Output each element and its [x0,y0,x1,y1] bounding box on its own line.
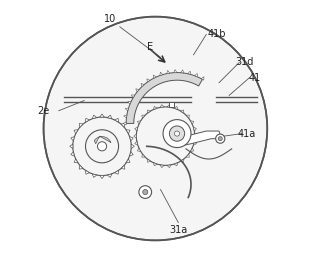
Text: 31a: 31a [169,225,187,235]
Polygon shape [174,163,178,166]
Polygon shape [130,136,133,141]
Polygon shape [131,144,134,149]
Text: 31d: 31d [235,57,254,67]
Polygon shape [160,105,164,107]
Polygon shape [153,163,157,166]
Polygon shape [71,136,74,141]
Polygon shape [115,118,118,122]
Polygon shape [125,108,129,111]
Polygon shape [137,121,141,124]
Circle shape [143,189,148,195]
Text: E: E [147,42,153,52]
Polygon shape [128,101,131,104]
Polygon shape [71,152,74,156]
Polygon shape [153,106,157,110]
Polygon shape [135,141,138,145]
Circle shape [218,137,222,141]
Polygon shape [142,115,145,118]
Polygon shape [121,123,125,127]
Circle shape [98,142,107,151]
Polygon shape [167,165,171,168]
Polygon shape [160,165,164,168]
Polygon shape [160,72,163,76]
Polygon shape [74,130,78,134]
Polygon shape [79,123,83,127]
Polygon shape [85,118,90,122]
Circle shape [216,134,225,143]
Text: 10: 10 [104,14,116,24]
Polygon shape [153,75,156,78]
Circle shape [163,120,191,148]
Polygon shape [167,70,170,74]
Polygon shape [79,165,83,169]
Polygon shape [94,136,111,144]
Polygon shape [100,114,104,117]
Polygon shape [92,115,97,119]
Text: 41b: 41b [207,30,226,39]
Polygon shape [188,71,191,75]
Polygon shape [130,152,133,156]
Polygon shape [135,127,138,131]
Text: 41: 41 [248,73,261,83]
Polygon shape [141,83,144,87]
Text: 41a: 41a [238,128,256,139]
Polygon shape [92,174,97,178]
Polygon shape [181,70,184,73]
Polygon shape [174,106,178,110]
Bar [169,102,174,107]
Polygon shape [85,170,90,174]
Polygon shape [126,72,203,123]
Polygon shape [131,95,135,98]
Polygon shape [195,74,197,77]
Polygon shape [190,121,194,124]
Polygon shape [201,77,204,80]
Polygon shape [180,159,184,162]
Polygon shape [137,148,141,152]
Polygon shape [115,170,118,174]
Polygon shape [107,115,112,119]
Polygon shape [134,134,136,138]
Polygon shape [136,89,139,92]
Circle shape [175,131,179,136]
Polygon shape [126,159,130,163]
Polygon shape [123,122,126,125]
Polygon shape [100,176,104,179]
Polygon shape [124,115,127,118]
Polygon shape [176,131,221,146]
Circle shape [44,17,267,240]
Polygon shape [70,144,73,149]
Polygon shape [147,159,151,162]
Polygon shape [180,110,184,113]
Polygon shape [193,141,196,145]
Text: 2e: 2e [38,106,50,116]
Polygon shape [147,79,150,82]
Polygon shape [193,127,196,131]
Polygon shape [186,115,189,118]
Polygon shape [74,159,78,163]
Polygon shape [195,134,197,138]
Polygon shape [107,174,112,178]
Polygon shape [190,148,194,152]
Polygon shape [126,130,130,134]
Polygon shape [174,70,177,73]
Polygon shape [147,110,151,113]
Polygon shape [121,165,125,169]
Circle shape [169,126,185,141]
Polygon shape [167,105,171,107]
Polygon shape [142,154,145,157]
Circle shape [139,186,152,198]
Polygon shape [186,154,189,157]
